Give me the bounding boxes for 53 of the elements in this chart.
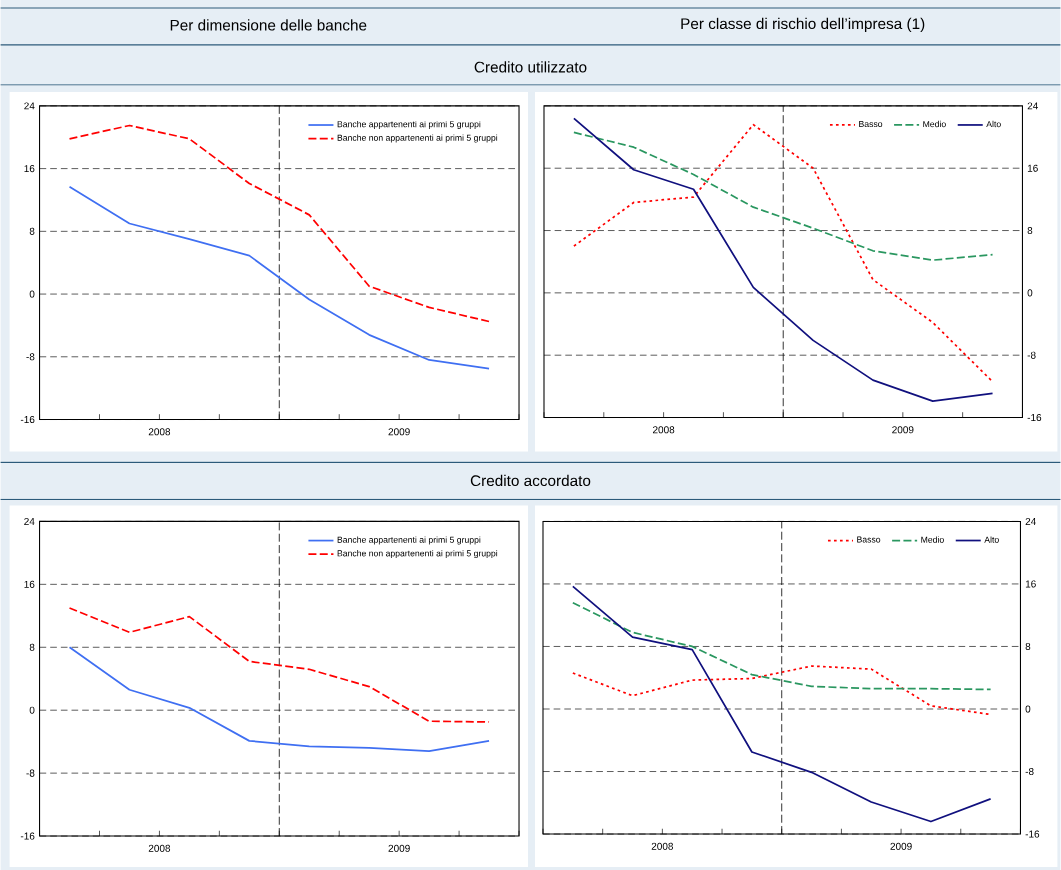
- legend-label: Basso: [857, 536, 881, 543]
- y-tick-label: 24: [24, 102, 35, 110]
- y2-tick-label: 8: [1027, 227, 1033, 235]
- y2-tick-label: 24: [1025, 517, 1036, 525]
- y-tick-label: -16: [20, 832, 35, 840]
- legend-label: Banche non appartenenti ai primi 5 gruppi: [337, 550, 498, 559]
- x-tick-label: 2008: [148, 844, 171, 852]
- legend-label: Banche appartenenti ai primi 5 gruppi: [337, 120, 481, 129]
- y2-tick-label: 0: [1025, 705, 1031, 713]
- chart-title: Per classe di rischio dell’impresa (1): [681, 17, 925, 33]
- y2-tick-label: 8: [1025, 642, 1031, 651]
- y-tick-label: 0: [29, 290, 35, 298]
- x-tick-label: 2009: [890, 842, 912, 850]
- x-tick-label: 2009: [388, 844, 410, 852]
- y2-tick-label: -8: [1027, 351, 1036, 359]
- line-series: [68, 607, 490, 723]
- chart-title: Per dimensione delle banche: [170, 19, 367, 31]
- y-tick-label: 8: [29, 643, 35, 651]
- y2-tick-label: 24: [1027, 102, 1038, 110]
- line-series: [68, 185, 490, 370]
- legend-label: Alto: [986, 120, 1001, 128]
- legend-label: Alto: [984, 536, 999, 543]
- legend-label: Medio: [923, 120, 946, 128]
- x-tick-label: 2008: [148, 428, 171, 436]
- line-series: [571, 665, 992, 716]
- line-series: [68, 646, 490, 752]
- chart-subtitle: Credito utilizzato: [474, 61, 587, 73]
- y-tick-label: 16: [24, 165, 35, 173]
- y-tick-label: 24: [24, 517, 35, 525]
- chart-subtitle: Credito accordato: [470, 474, 591, 487]
- y2-tick-label: 16: [1027, 164, 1038, 172]
- x-tick-label: 2008: [651, 842, 674, 850]
- y2-tick-label: 0: [1027, 289, 1033, 297]
- x-tick-label: 2008: [653, 426, 675, 434]
- y-tick-label: -16: [20, 415, 35, 424]
- y-tick-label: -8: [26, 769, 35, 777]
- y-tick-label: 16: [24, 580, 35, 588]
- y-tick-label: 0: [29, 706, 35, 714]
- legend-label: Banche non appartenenti ai primi 5 gruppi: [337, 134, 498, 143]
- x-tick-label: 2009: [892, 426, 914, 434]
- legend-label: Basso: [859, 120, 883, 128]
- y2-tick-label: -16: [1027, 413, 1042, 422]
- y2-tick-label: 16: [1025, 580, 1036, 588]
- x-tick-label: 2009: [388, 428, 410, 436]
- legend-label: Banche appartenenti ai primi 5 gruppi: [337, 536, 481, 545]
- legend-label: Medio: [921, 536, 944, 543]
- y2-tick-label: -16: [1025, 830, 1040, 838]
- line-series: [573, 131, 994, 262]
- y2-tick-label: -8: [1025, 767, 1034, 776]
- line-series: [571, 585, 992, 823]
- y-tick-label: -8: [26, 353, 35, 361]
- line-series: [571, 601, 992, 691]
- y-tick-label: 8: [29, 227, 35, 235]
